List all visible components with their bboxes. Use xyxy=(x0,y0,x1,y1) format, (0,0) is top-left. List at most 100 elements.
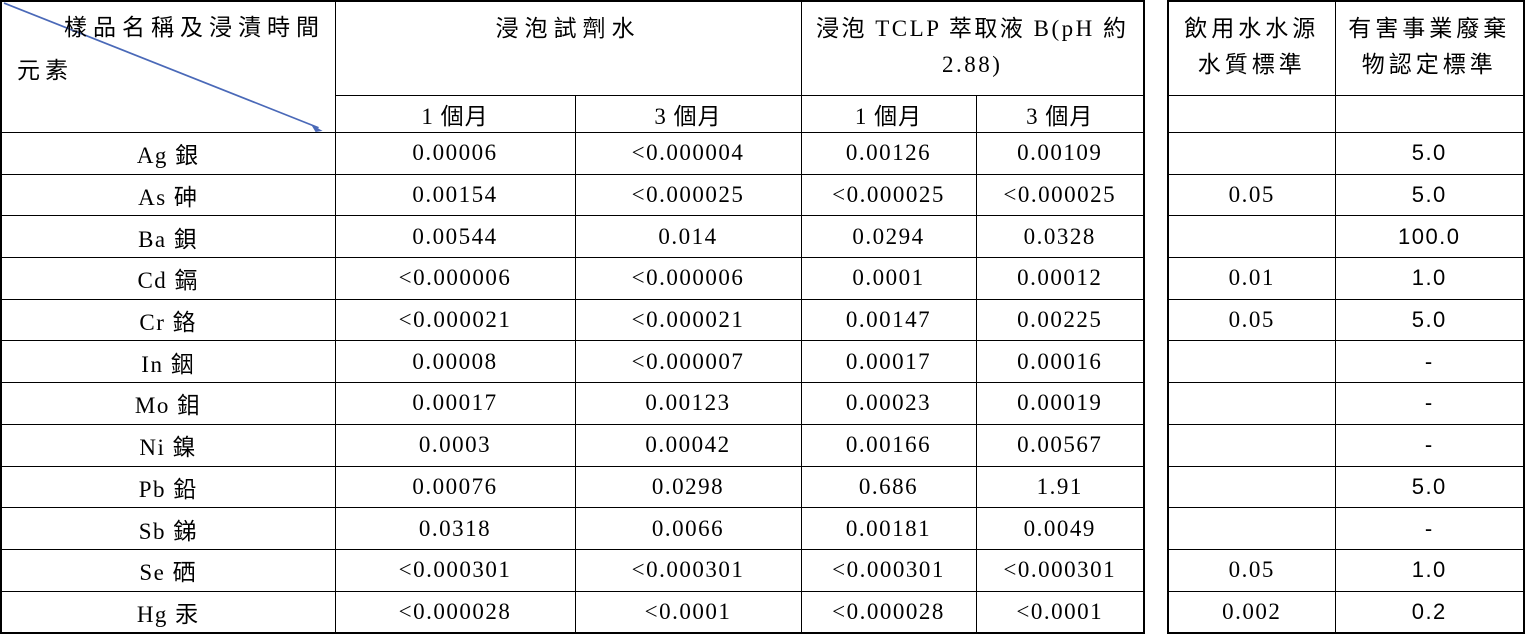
hazardous-waste-standard-cell: 100.0 xyxy=(1334,215,1525,259)
reagent-water-1m-cell: 0.00076 xyxy=(334,465,576,509)
diagonal-line xyxy=(3,2,323,132)
tclp-1m-header: 1 個月 xyxy=(800,95,977,133)
drinking-water-standard-header-line2: 水質標準 xyxy=(1197,52,1306,77)
hazardous-waste-standard-header: 有害事業廢棄 物認定標準 xyxy=(1334,0,1525,96)
hazardous-waste-standard-cell: 1.0 xyxy=(1334,257,1525,300)
element-name-cell: As 砷 xyxy=(0,173,336,217)
table-row: 0.01 1.0 xyxy=(1167,257,1525,300)
tclp-1m-cell: <0.000301 xyxy=(800,548,977,592)
tclp-3m-header: 3 個月 xyxy=(975,95,1145,133)
tclp-group-header: 浸泡 TCLP 萃取液 B(pH 約 2.88) xyxy=(800,0,1145,96)
table-row: 0.05 1.0 xyxy=(1167,548,1525,592)
hazardous-waste-standard-cell: 1.0 xyxy=(1334,548,1525,592)
hazardous-waste-standard-cell: 0.2 xyxy=(1334,590,1525,634)
reagent-water-1m-cell: <0.000301 xyxy=(334,548,576,592)
table-row: In 銦 0.00008 <0.000007 0.00017 0.00016 xyxy=(0,340,1145,384)
tclp-3m-cell: 0.00567 xyxy=(975,423,1145,467)
empty-cell xyxy=(1334,95,1525,133)
tclp-1m-cell: <0.000025 xyxy=(800,173,977,217)
table-row: - xyxy=(1167,382,1525,425)
table-row: Se 硒 <0.000301 <0.000301 <0.000301 <0.00… xyxy=(0,548,1145,592)
table-row: 0.05 5.0 xyxy=(1167,298,1525,342)
element-name-cell: Hg 汞 xyxy=(0,590,336,634)
element-name-cell: Pb 鉛 xyxy=(0,465,336,509)
tclp-1m-cell: 0.00147 xyxy=(800,298,977,342)
hazardous-waste-standard-cell: 5.0 xyxy=(1334,465,1525,509)
tclp-3m-cell: 0.00225 xyxy=(975,298,1145,342)
reagent-1m-header: 1 個月 xyxy=(334,95,576,133)
element-name-cell: Sb 銻 xyxy=(0,507,336,550)
drinking-water-standard-cell xyxy=(1167,340,1336,384)
drinking-water-standard-header-line1: 飲用水水源 xyxy=(1184,16,1320,41)
element-name-cell: Se 硒 xyxy=(0,548,336,592)
reagent-water-1m-cell: 0.00154 xyxy=(334,173,576,217)
table-row: 5.0 xyxy=(1167,465,1525,509)
drinking-water-standard-cell: 0.05 xyxy=(1167,548,1336,592)
standards-table: 飲用水水源 水質標準 有害事業廢棄 物認定標準 5.0 0.05 5.0 100… xyxy=(1167,0,1525,634)
reagent-water-1m-cell: <0.000021 xyxy=(334,298,576,342)
reagent-water-1m-cell: 0.0318 xyxy=(334,507,576,550)
table-row: Sb 銻 0.0318 0.0066 0.00181 0.0049 xyxy=(0,507,1145,550)
tclp-3m-cell: 0.0049 xyxy=(975,507,1145,550)
tclp-3m-cell: <0.000025 xyxy=(975,173,1145,217)
drinking-water-standard-cell: 0.05 xyxy=(1167,173,1336,217)
tclp-3m-cell: 0.00016 xyxy=(975,340,1145,384)
leaching-results-table: 樣品名稱及浸漬時間 元素 浸泡試劑水 浸泡 TCLP 萃取液 B(pH 約 2.… xyxy=(0,0,1145,634)
reagent-water-3m-cell: <0.0001 xyxy=(574,590,802,634)
tclp-1m-cell: 0.00023 xyxy=(800,382,977,425)
drinking-water-standard-cell: 0.002 xyxy=(1167,590,1336,634)
drinking-water-standard-cell xyxy=(1167,465,1336,509)
tclp-3m-cell: 1.91 xyxy=(975,465,1145,509)
table-row: - xyxy=(1167,340,1525,384)
table-row: 100.0 xyxy=(1167,215,1525,259)
drinking-water-standard-cell xyxy=(1167,423,1336,467)
element-name-cell: Cr 鉻 xyxy=(0,298,336,342)
tclp-group-header-line2: 2.88) xyxy=(942,52,1003,77)
sub-header-row: 1 個月 3 個月 1 個月 3 個月 xyxy=(1,95,1145,133)
tclp-1m-cell: 0.00017 xyxy=(800,340,977,384)
reagent-water-3m-cell: 0.0298 xyxy=(574,465,802,509)
table-row: 5.0 xyxy=(1167,132,1525,175)
table-row: 0.05 5.0 xyxy=(1167,173,1525,217)
reagent-water-1m-cell: <0.000028 xyxy=(334,590,576,634)
corner-header-bottom-label: 元素 xyxy=(17,58,73,83)
reagent-water-1m-cell: 0.00017 xyxy=(334,382,576,425)
element-name-cell: In 銦 xyxy=(0,340,336,384)
reagent-water-1m-cell: 0.00008 xyxy=(334,340,576,384)
hazardous-waste-standard-cell: 5.0 xyxy=(1334,298,1525,342)
drinking-water-standard-cell xyxy=(1167,132,1336,175)
table-row: Pb 鉛 0.00076 0.0298 0.686 1.91 xyxy=(0,465,1145,509)
reagent-water-3m-cell: <0.000025 xyxy=(574,173,802,217)
tclp-1m-cell: 0.00166 xyxy=(800,423,977,467)
reagent-water-1m-cell: <0.000006 xyxy=(334,257,576,300)
standards-header-row: 飲用水水源 水質標準 有害事業廢棄 物認定標準 xyxy=(1167,0,1525,96)
reagent-3m-header: 3 個月 xyxy=(574,95,802,133)
drinking-water-standard-header: 飲用水水源 水質標準 xyxy=(1167,0,1336,96)
tclp-3m-cell: <0.0001 xyxy=(975,590,1145,634)
table-row: Cd 鎘 <0.000006 <0.000006 0.0001 0.00012 xyxy=(0,257,1145,300)
drinking-water-standard-cell: 0.05 xyxy=(1167,298,1336,342)
table-row: Mo 鉬 0.00017 0.00123 0.00023 0.00019 xyxy=(0,382,1145,425)
tclp-3m-cell: 0.00012 xyxy=(975,257,1145,300)
table-row: Ni 鎳 0.0003 0.00042 0.00166 0.00567 xyxy=(0,423,1145,467)
reagent-water-3m-cell: 0.0066 xyxy=(574,507,802,550)
reagent-water-3m-cell: 0.014 xyxy=(574,215,802,259)
tclp-1m-cell: 0.00181 xyxy=(800,507,977,550)
hazardous-waste-standard-header-line1: 有害事業廢棄 xyxy=(1348,16,1511,41)
reagent-water-1m-cell: 0.0003 xyxy=(334,423,576,467)
table-row: Ag 銀 0.00006 <0.000004 0.00126 0.00109 xyxy=(0,132,1145,175)
corner-header-top-label: 樣品名稱及浸漬時間 xyxy=(64,15,325,40)
tclp-1m-cell: 0.686 xyxy=(800,465,977,509)
hazardous-waste-standard-cell: - xyxy=(1334,507,1525,550)
corner-header-cell: 樣品名稱及浸漬時間 元素 xyxy=(0,0,336,133)
reagent-water-3m-cell: <0.000301 xyxy=(574,548,802,592)
reagent-water-3m-cell: <0.000004 xyxy=(574,132,802,175)
tclp-3m-cell: 0.00109 xyxy=(975,132,1145,175)
tclp-3m-cell: 0.0328 xyxy=(975,215,1145,259)
reagent-water-3m-cell: 0.00123 xyxy=(574,382,802,425)
table-row: Cr 鉻 <0.000021 <0.000021 0.00147 0.00225 xyxy=(0,298,1145,342)
tclp-group-header-line1: 浸泡 TCLP 萃取液 B(pH 約 xyxy=(816,16,1129,41)
table-row: As 砷 0.00154 <0.000025 <0.000025 <0.0000… xyxy=(0,173,1145,217)
hazardous-waste-standard-cell: 5.0 xyxy=(1334,132,1525,175)
empty-cell xyxy=(1167,95,1336,133)
